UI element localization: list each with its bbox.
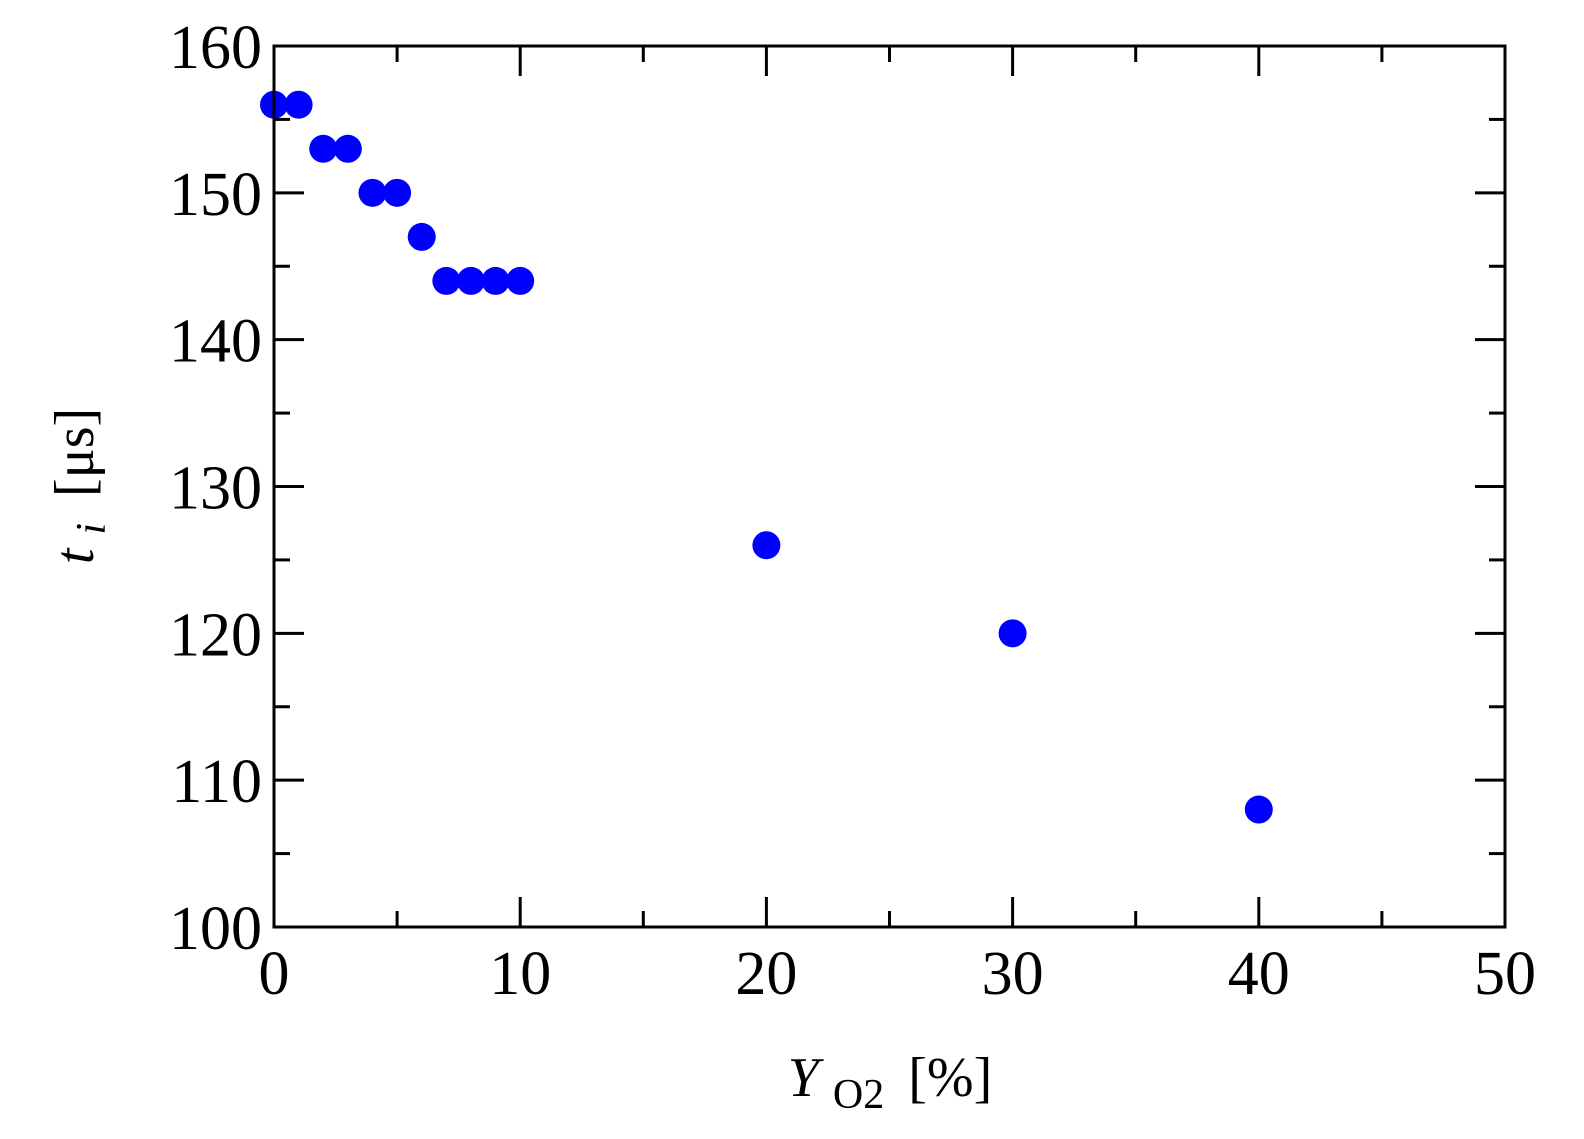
- x-axis-symbol: Y: [788, 1047, 825, 1109]
- x-tick-label: 50: [1474, 940, 1536, 1008]
- data-point: [432, 266, 461, 295]
- axis-ticks: [272, 44, 1507, 929]
- data-point: [481, 266, 510, 295]
- data-point: [383, 178, 412, 207]
- data-point: [506, 266, 535, 295]
- y-axis-unit: [μs]: [44, 408, 106, 497]
- y-axis-symbol: t: [44, 547, 106, 564]
- x-axis-label: Y O2 [%]: [788, 1047, 992, 1121]
- y-tick-label: 120: [169, 601, 262, 669]
- y-axis-subscript: i: [69, 523, 115, 535]
- data-point: [309, 134, 338, 163]
- data-point: [358, 178, 387, 207]
- data-point: [752, 531, 781, 560]
- y-tick-label: 130: [169, 455, 262, 523]
- data-point: [333, 134, 362, 163]
- x-axis-subscript: O2: [833, 1072, 884, 1118]
- data-point: [284, 90, 313, 119]
- data-point: [407, 222, 436, 251]
- x-tick-label: 30: [982, 940, 1044, 1008]
- x-tick-label: 20: [735, 940, 797, 1008]
- plot-frame: [272, 44, 1507, 929]
- tick-labels: 0 10 20 30 40 50 100 110 120 130 140 150 160: [169, 14, 1536, 1008]
- x-tick-label: 10: [489, 940, 551, 1008]
- data-points: [260, 90, 1273, 824]
- y-tick-label: 140: [169, 308, 262, 376]
- y-tick-label: 110: [171, 748, 262, 816]
- y-tick-label: 100: [169, 895, 262, 963]
- x-tick-label: 0: [259, 940, 290, 1008]
- data-point: [998, 619, 1027, 648]
- y-tick-label: 160: [169, 14, 262, 82]
- y-axis-label: t i [μs]: [44, 408, 118, 564]
- y-tick-label: 150: [169, 161, 262, 229]
- data-point: [1244, 795, 1273, 824]
- x-axis-unit: [%]: [908, 1047, 992, 1109]
- x-tick-label: 40: [1228, 940, 1290, 1008]
- data-point: [456, 266, 485, 295]
